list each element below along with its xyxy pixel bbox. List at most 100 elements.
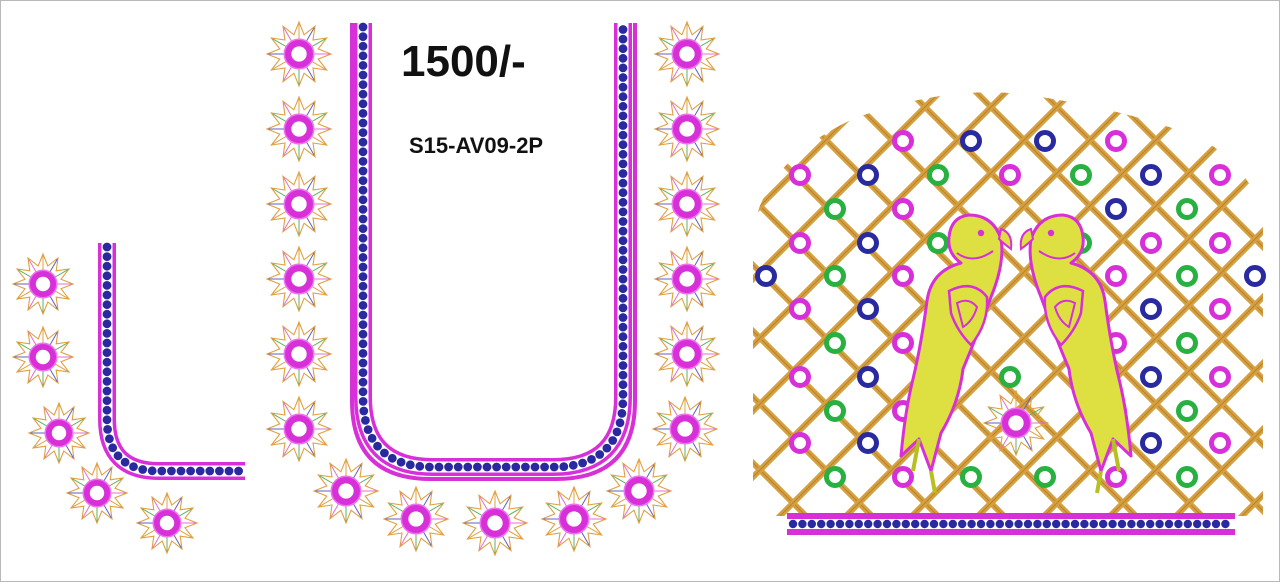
- bead: [102, 309, 112, 319]
- bead: [102, 271, 112, 281]
- bead: [618, 265, 628, 274]
- bead: [415, 461, 425, 471]
- bead: [380, 448, 389, 458]
- bead: [618, 63, 628, 73]
- flower-motif: [540, 485, 608, 553]
- ring-dot: [789, 232, 811, 254]
- bead: [618, 399, 628, 409]
- bead: [358, 301, 368, 310]
- bead: [358, 224, 368, 234]
- bead-border: [354, 22, 632, 476]
- ring-dot: [892, 265, 914, 287]
- front-neck-piece: [11, 242, 245, 555]
- bead: [618, 255, 628, 265]
- flower-motif: [11, 252, 75, 316]
- bead: [595, 450, 605, 459]
- bead: [798, 519, 807, 529]
- bead: [396, 457, 406, 467]
- bead: [205, 466, 215, 476]
- ring-dot: [1105, 265, 1127, 287]
- bead: [807, 519, 816, 529]
- bead: [618, 44, 628, 54]
- flower-motif: [135, 491, 199, 555]
- bead: [463, 462, 473, 472]
- ring-dot: [755, 265, 777, 287]
- parrot-left: [899, 213, 1013, 494]
- bead: [358, 109, 368, 118]
- bead: [618, 293, 628, 303]
- bead: [618, 361, 628, 370]
- bead: [358, 61, 368, 70]
- bead: [358, 118, 368, 128]
- bead: [892, 519, 901, 529]
- bead: [358, 22, 368, 32]
- bead: [618, 389, 628, 399]
- ring-dot: [1176, 466, 1198, 488]
- bead: [1023, 519, 1033, 529]
- bead: [1174, 519, 1183, 529]
- bead: [618, 370, 628, 380]
- bead: [108, 443, 118, 453]
- ring-dot: [1209, 232, 1231, 254]
- ring-dot: [1176, 198, 1198, 220]
- parrot-eye: [1047, 229, 1055, 237]
- price-label: 1500/-: [401, 37, 526, 86]
- bead: [578, 458, 587, 468]
- bead: [1070, 519, 1080, 529]
- bead: [1146, 519, 1155, 529]
- flower-motif: [265, 320, 333, 388]
- bead: [617, 409, 627, 418]
- bead: [195, 466, 205, 476]
- bead: [157, 466, 167, 476]
- bead: [358, 310, 368, 320]
- bead: [102, 367, 112, 377]
- bead: [618, 332, 628, 342]
- bead: [1061, 519, 1070, 529]
- ring-dot: [1176, 332, 1198, 354]
- bead: [1080, 519, 1089, 529]
- bead: [1183, 519, 1193, 529]
- ring-dot: [960, 130, 982, 152]
- bead: [618, 188, 628, 198]
- flower-motif: [265, 395, 333, 463]
- parrot-right: [1019, 213, 1133, 494]
- bead: [358, 320, 368, 329]
- bead: [845, 519, 854, 529]
- bead: [358, 272, 368, 281]
- ring-dot: [789, 164, 811, 186]
- bead: [618, 111, 628, 121]
- bead: [358, 349, 368, 358]
- bead: [1202, 519, 1211, 529]
- bead: [358, 147, 368, 157]
- bead: [618, 149, 628, 159]
- ring-dot: [1209, 366, 1231, 388]
- bead: [358, 214, 368, 224]
- bead: [618, 303, 628, 313]
- bead: [826, 519, 835, 529]
- bead: [976, 519, 986, 529]
- parrot-beak: [997, 227, 1013, 251]
- bead: [549, 462, 559, 472]
- bead: [1221, 519, 1230, 529]
- bead: [358, 89, 368, 99]
- flower-motif: [65, 461, 129, 525]
- flower-motif: [265, 95, 333, 163]
- bead: [540, 462, 549, 472]
- bead: [361, 416, 370, 425]
- bead: [482, 462, 492, 472]
- bead: [105, 434, 114, 444]
- ring-dot: [892, 130, 914, 152]
- bead: [1164, 519, 1174, 529]
- bead: [102, 415, 112, 425]
- ring-dot: [824, 332, 846, 354]
- bead: [618, 284, 628, 294]
- bead: [358, 397, 368, 406]
- bead: [618, 92, 628, 102]
- bead: [120, 457, 130, 467]
- bead: [1211, 519, 1221, 529]
- flower-motif: [27, 401, 91, 465]
- ring-dot: [892, 198, 914, 220]
- bead: [1052, 519, 1061, 529]
- flower-motif: [605, 457, 673, 525]
- bead: [358, 329, 368, 339]
